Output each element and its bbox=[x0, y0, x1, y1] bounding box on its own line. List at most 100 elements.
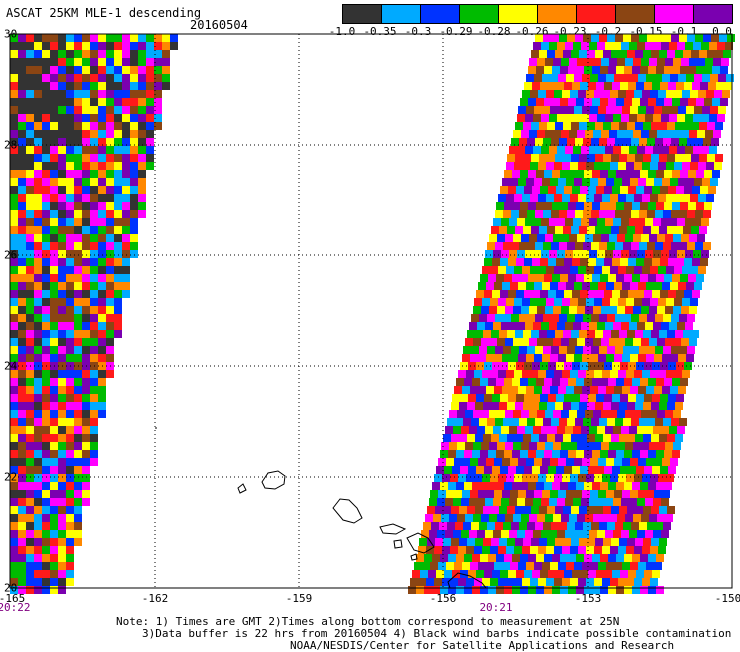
data-cell bbox=[488, 450, 496, 458]
data-cell bbox=[515, 506, 523, 514]
data-cell bbox=[481, 442, 489, 450]
data-cell bbox=[98, 162, 106, 170]
data-cell bbox=[691, 50, 699, 58]
data-cell bbox=[472, 450, 480, 458]
data-cell bbox=[649, 234, 657, 242]
data-cell bbox=[595, 330, 603, 338]
data-cell bbox=[122, 218, 130, 226]
data-cell bbox=[655, 34, 663, 42]
data-cell bbox=[622, 490, 630, 498]
data-cell bbox=[90, 194, 98, 202]
data-cell bbox=[26, 474, 34, 482]
data-cell bbox=[692, 186, 700, 194]
lon-label: -162 bbox=[141, 592, 169, 605]
data-cell bbox=[162, 42, 170, 50]
data-cell bbox=[50, 202, 58, 210]
data-cell bbox=[66, 322, 74, 330]
data-cell bbox=[645, 426, 653, 434]
data-cell bbox=[534, 458, 542, 466]
data-cell bbox=[559, 346, 567, 354]
data-cell bbox=[34, 546, 42, 554]
data-cell bbox=[542, 74, 550, 82]
data-cell bbox=[530, 90, 538, 98]
data-cell bbox=[34, 98, 42, 106]
data-cell bbox=[642, 90, 650, 98]
data-cell bbox=[58, 282, 66, 290]
data-cell bbox=[619, 226, 627, 234]
data-cell bbox=[664, 378, 672, 386]
data-cell bbox=[26, 202, 34, 210]
data-cell bbox=[146, 162, 154, 170]
data-cell bbox=[622, 354, 630, 362]
data-cell bbox=[536, 482, 544, 490]
data-cell bbox=[563, 434, 571, 442]
data-cell bbox=[548, 186, 556, 194]
data-cell bbox=[162, 82, 170, 90]
data-cell bbox=[623, 418, 631, 426]
data-cell bbox=[122, 98, 130, 106]
data-cell bbox=[74, 58, 82, 66]
data-cell bbox=[50, 210, 58, 218]
data-cell bbox=[569, 58, 577, 66]
data-cell bbox=[106, 306, 114, 314]
data-cell bbox=[585, 58, 593, 66]
data-cell bbox=[517, 426, 525, 434]
data-cell bbox=[652, 466, 660, 474]
data-cell bbox=[610, 546, 618, 554]
data-cell bbox=[106, 370, 114, 378]
data-cell bbox=[570, 90, 578, 98]
data-cell bbox=[106, 162, 114, 170]
data-cell bbox=[709, 146, 717, 154]
data-cell bbox=[26, 178, 34, 186]
data-cell bbox=[565, 426, 573, 434]
data-cell bbox=[635, 50, 643, 58]
data-cell bbox=[416, 586, 424, 594]
data-cell bbox=[18, 530, 26, 538]
data-cell bbox=[525, 146, 533, 154]
data-cell bbox=[34, 114, 42, 122]
data-cell bbox=[481, 306, 489, 314]
data-cell bbox=[673, 58, 681, 66]
data-cell bbox=[629, 146, 637, 154]
data-cell bbox=[98, 74, 106, 82]
data-cell bbox=[58, 426, 66, 434]
data-cell bbox=[548, 570, 556, 578]
data-cell bbox=[456, 586, 464, 594]
data-cell bbox=[464, 586, 472, 594]
data-cell bbox=[34, 194, 42, 202]
data-cell bbox=[518, 458, 526, 466]
data-cell bbox=[58, 546, 66, 554]
data-cell bbox=[26, 522, 34, 530]
data-cell bbox=[486, 458, 494, 466]
data-cell bbox=[82, 202, 90, 210]
data-cell bbox=[568, 482, 576, 490]
data-cell bbox=[685, 250, 693, 258]
data-cell bbox=[507, 538, 515, 546]
data-cell bbox=[130, 58, 138, 66]
data-cell bbox=[558, 458, 566, 466]
data-cell bbox=[154, 34, 162, 42]
data-cell bbox=[612, 362, 620, 370]
data-cell bbox=[669, 42, 677, 50]
data-cell bbox=[458, 546, 466, 554]
colorbar-swatch bbox=[421, 5, 460, 23]
data-cell bbox=[90, 162, 98, 170]
data-cell bbox=[162, 74, 170, 82]
data-cell bbox=[613, 146, 621, 154]
data-cell bbox=[623, 522, 631, 530]
data-cell bbox=[595, 226, 603, 234]
data-cell bbox=[114, 194, 122, 202]
data-cell bbox=[598, 354, 606, 362]
data-cell bbox=[661, 218, 669, 226]
data-cell bbox=[563, 506, 571, 514]
data-cell bbox=[545, 58, 553, 66]
data-cell bbox=[628, 258, 636, 266]
data-cell bbox=[622, 106, 630, 114]
data-cell bbox=[90, 370, 98, 378]
data-cell bbox=[498, 370, 506, 378]
data-cell bbox=[18, 578, 26, 586]
data-cell bbox=[635, 506, 643, 514]
data-cell bbox=[26, 58, 34, 66]
data-cell bbox=[492, 290, 500, 298]
data-cell bbox=[453, 426, 461, 434]
